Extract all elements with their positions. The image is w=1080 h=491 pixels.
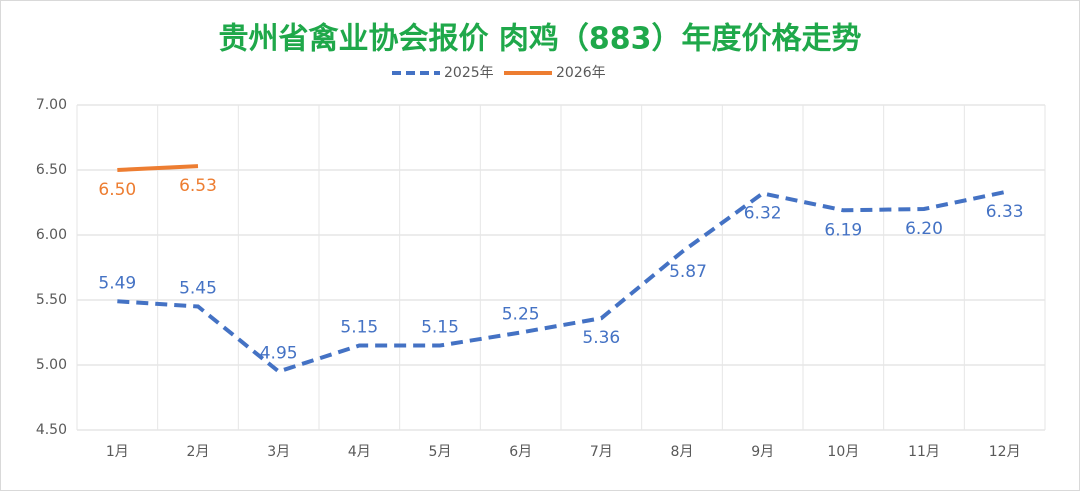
x-tick-label: 5月 [429, 444, 452, 460]
legend-label: 2026年 [556, 65, 606, 81]
data-label: 5.87 [669, 262, 707, 282]
y-tick-label: 5.50 [36, 292, 67, 308]
x-tick-label: 12月 [989, 444, 1021, 460]
x-tick-label: 4月 [348, 444, 371, 460]
x-tick-label: 10月 [827, 444, 859, 460]
data-label: 5.15 [340, 318, 378, 338]
data-label: 6.19 [824, 220, 862, 240]
x-tick-label: 7月 [590, 444, 613, 460]
legend-label: 2025年 [444, 65, 494, 81]
data-label: 6.53 [179, 176, 217, 196]
y-tick-label: 7.00 [36, 97, 67, 113]
data-label: 6.33 [986, 202, 1024, 222]
y-tick-label: 6.50 [36, 162, 67, 178]
data-label: 5.49 [98, 273, 136, 293]
data-label: 5.45 [179, 279, 217, 299]
x-tick-label: 8月 [671, 444, 694, 460]
y-tick-label: 6.00 [36, 227, 67, 243]
data-label: 6.32 [744, 203, 782, 223]
x-tick-label: 11月 [908, 444, 940, 460]
x-tick-label: 9月 [751, 444, 774, 460]
y-tick-label: 4.50 [36, 422, 67, 438]
chart-title: 贵州省禽业协会报价 肉鸡（883）年度价格走势 [218, 22, 861, 57]
data-label: 5.25 [502, 305, 540, 325]
x-tick-label: 3月 [267, 444, 290, 460]
x-tick-label: 2月 [187, 444, 210, 460]
data-label: 6.50 [98, 180, 136, 200]
data-label: 6.20 [905, 219, 943, 239]
x-tick-label: 1月 [106, 444, 129, 460]
data-label: 4.95 [260, 344, 298, 364]
data-label: 5.15 [421, 318, 459, 338]
y-tick-label: 5.00 [36, 357, 67, 373]
series-line [117, 164, 199, 172]
data-label: 5.36 [582, 328, 620, 348]
x-tick-label: 6月 [509, 444, 532, 460]
